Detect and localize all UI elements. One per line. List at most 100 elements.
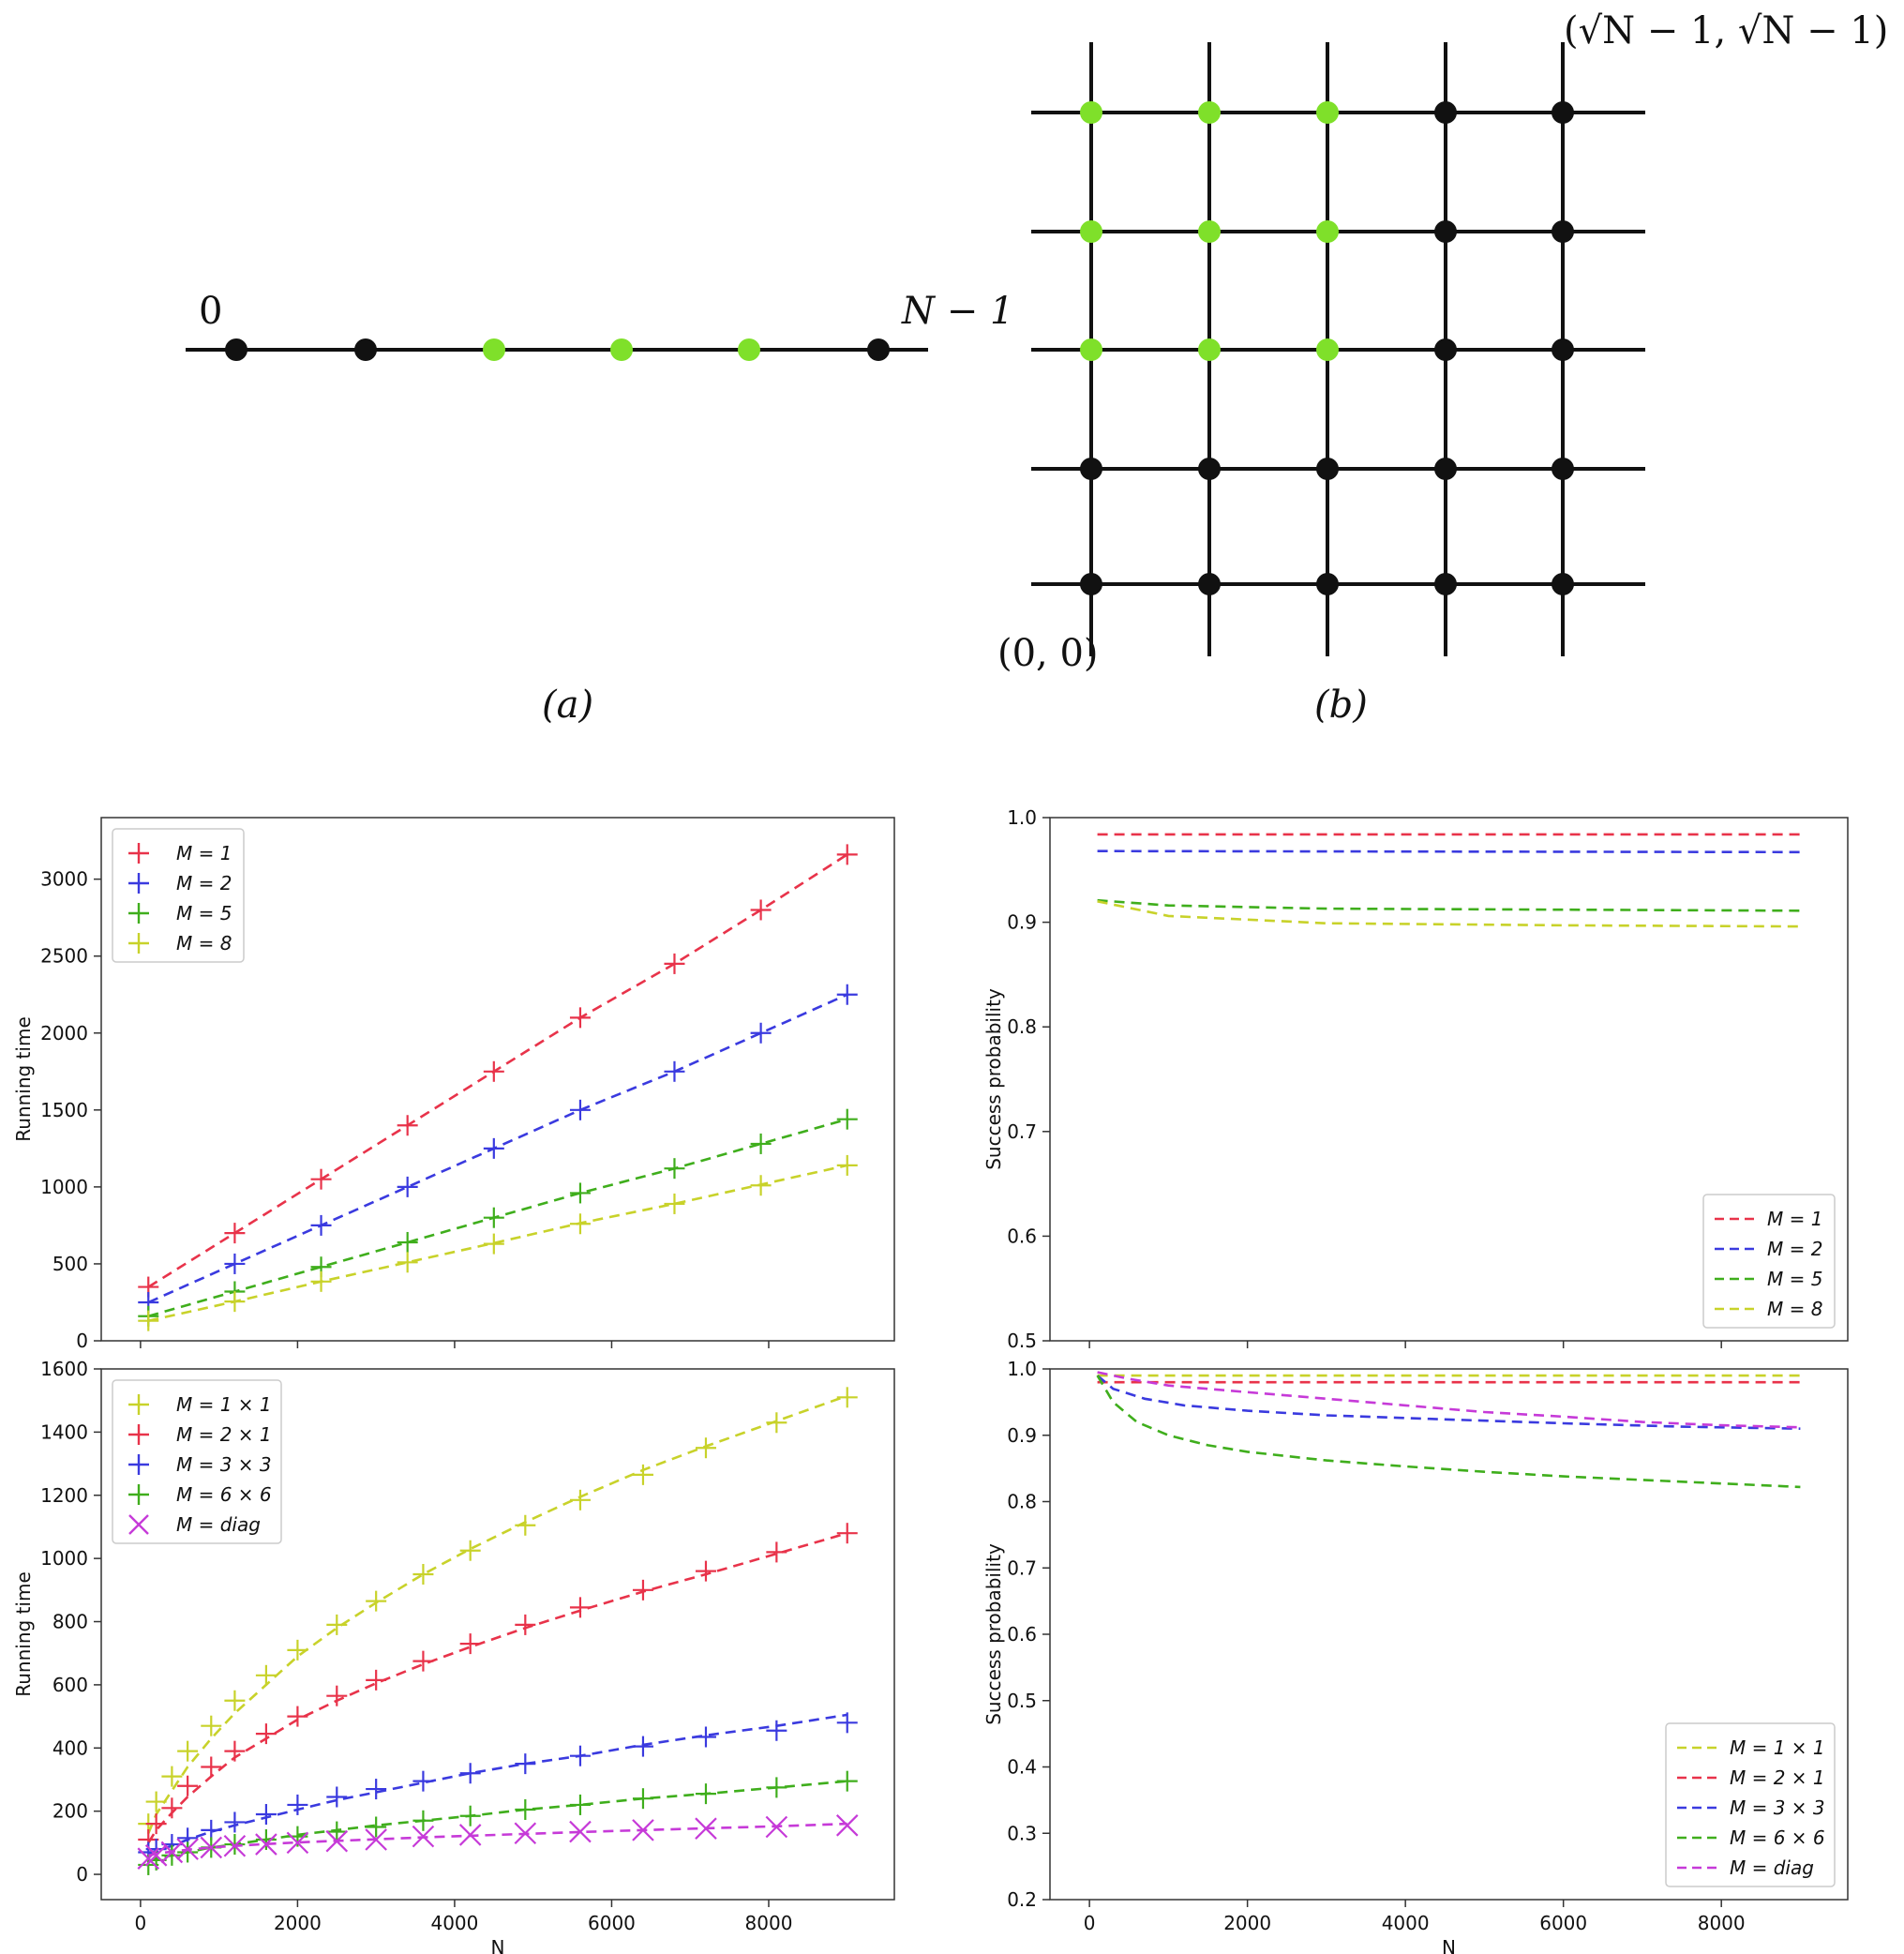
- y-tick-label: 1400: [40, 1420, 88, 1443]
- y-tick-label: 0.6: [1007, 1623, 1037, 1646]
- data-point-plus-marker: [569, 1213, 591, 1235]
- legend-label: M = 1: [1767, 1208, 1822, 1230]
- legend-label: M = 8: [176, 932, 232, 954]
- data-point-plus-marker: [836, 1712, 858, 1734]
- legend: M = 1 M = 2 M = 5 M = 8: [112, 828, 245, 963]
- grid-node-green: [1316, 220, 1339, 243]
- plot-frame: [100, 817, 895, 1342]
- y-tick-label: 2000: [40, 1022, 88, 1045]
- data-point-plus-marker: [459, 1633, 481, 1655]
- x-axis-label: N: [1442, 1936, 1456, 1954]
- y-tick-label: 0.3: [1007, 1822, 1037, 1844]
- y-tick-label: 1600: [40, 1358, 88, 1380]
- legend-swatch: [128, 843, 149, 864]
- data-point-plus-marker: [515, 1753, 536, 1775]
- legend-label: M = 6 × 6: [176, 1483, 272, 1506]
- data-point-plus-marker: [255, 1723, 277, 1745]
- data-point-plus-marker: [138, 1310, 159, 1331]
- x-tick-label: 4000: [1382, 1912, 1430, 1934]
- grid-node-black: [1198, 458, 1221, 480]
- y-axis-label: Running time: [12, 1571, 35, 1697]
- data-point-x-marker: [458, 1824, 482, 1846]
- grid-node-green: [1198, 338, 1221, 361]
- data-point-plus-marker: [412, 1770, 434, 1792]
- line-node-black: [225, 338, 247, 361]
- grid-node-black: [1434, 101, 1457, 124]
- legend-label: M = diag: [176, 1513, 261, 1536]
- data-point-plus-marker: [836, 1108, 858, 1130]
- data-point-plus-marker: [695, 1560, 716, 1582]
- data-point-plus-marker: [483, 1060, 504, 1082]
- data-point-plus-marker: [766, 1777, 787, 1798]
- grid-node-black: [1434, 458, 1457, 480]
- data-point-plus-marker: [836, 844, 858, 865]
- grid-graph-nodes: [1080, 101, 1574, 595]
- grid-node-black: [1316, 573, 1339, 595]
- plot-area: [1097, 833, 1801, 928]
- y-tick-label: 0.5: [1007, 1330, 1037, 1352]
- legend-label: M = 3 × 3: [1730, 1796, 1825, 1819]
- x-tick-label: 6000: [1539, 1912, 1587, 1934]
- data-point-plus-marker: [695, 1783, 716, 1805]
- legend-label: M = diag: [1730, 1856, 1814, 1879]
- legend-box: [112, 828, 245, 963]
- data-point-plus-marker: [161, 1766, 183, 1787]
- data-point-plus-marker: [366, 1590, 387, 1612]
- data-point-plus-marker: [412, 1563, 434, 1585]
- grid-node-black: [1316, 458, 1339, 480]
- grid-node-black: [1552, 101, 1574, 124]
- data-point-plus-marker: [255, 1664, 277, 1686]
- chart-running-time-grid-graph: 0 200 400 600 800 1000 1200 1400 1600 0 2000 4000 60…: [12, 1358, 895, 1954]
- data-point-x-marker: [200, 1836, 223, 1859]
- legend-swatch: [128, 903, 149, 924]
- grid-node-black: [1552, 338, 1574, 361]
- data-point-x-marker: [569, 1820, 592, 1843]
- data-point-plus-marker: [750, 1022, 772, 1044]
- legend-swatch: [128, 1424, 149, 1445]
- legend-box: [112, 1379, 282, 1544]
- plot-area: [138, 844, 858, 1331]
- y-tick-label: 0.9: [1007, 1424, 1037, 1447]
- chart-running-time-line-graph: 0 500 1000 1500 2000 2500 3000 Running time M = …: [12, 817, 895, 1352]
- data-point-plus-marker: [326, 1614, 348, 1635]
- data-point-plus-marker: [224, 1253, 246, 1274]
- chart-success-probability-grid-graph: 0.2 0.3 0.4 0.5 0.6 0.7 0.8 0.9 1.0 0 2000 4000 6000…: [982, 1358, 1849, 1954]
- legend-box: [1665, 1722, 1836, 1887]
- y-tick-label: 1000: [40, 1176, 88, 1198]
- data-point-x-marker: [365, 1828, 387, 1851]
- legend-label: M = 3 × 3: [176, 1453, 272, 1476]
- grid-node-green: [1316, 101, 1339, 124]
- data-point-plus-marker: [397, 1176, 418, 1197]
- data-point-plus-marker: [836, 984, 858, 1005]
- grid-node-black: [1434, 338, 1457, 361]
- data-point-plus-marker: [569, 1597, 591, 1618]
- data-point-plus-marker: [483, 1233, 504, 1255]
- y-tick-label: 800: [52, 1611, 88, 1633]
- data-point-plus-marker: [224, 1740, 246, 1762]
- legend-label: M = 2: [176, 872, 232, 894]
- data-point-plus-marker: [569, 1745, 591, 1766]
- grid-node-black: [1552, 220, 1574, 243]
- grid-node-black: [1080, 573, 1102, 595]
- y-tick-label: 0.6: [1007, 1225, 1037, 1247]
- grid-node-green: [1080, 338, 1102, 361]
- line-graph-nodes: [225, 338, 890, 361]
- caption-a: (a): [542, 684, 593, 727]
- data-point-plus-marker: [632, 1788, 653, 1810]
- legend-label: M = 5: [176, 902, 232, 924]
- data-point-plus-marker: [836, 1523, 858, 1544]
- caption-b: (b): [1314, 684, 1368, 727]
- legend-label: M = 5: [1767, 1268, 1822, 1290]
- data-point-x-marker: [255, 1833, 277, 1856]
- y-tick-label: 3000: [40, 868, 88, 891]
- data-point-plus-marker: [366, 1779, 387, 1800]
- data-point-plus-marker: [459, 1763, 481, 1784]
- grid-graph-diagram: (0, 0) (√N − 1, √N − 1) (b): [997, 9, 1888, 727]
- data-point-plus-marker: [569, 1099, 591, 1120]
- y-tick-label: 2500: [40, 945, 88, 968]
- grid-node-green: [1316, 338, 1339, 361]
- grid-node-black: [1552, 458, 1574, 480]
- data-point-plus-marker: [397, 1231, 418, 1253]
- legend-label: M = 1 × 1: [1730, 1736, 1825, 1759]
- data-point-plus-marker: [836, 1387, 858, 1408]
